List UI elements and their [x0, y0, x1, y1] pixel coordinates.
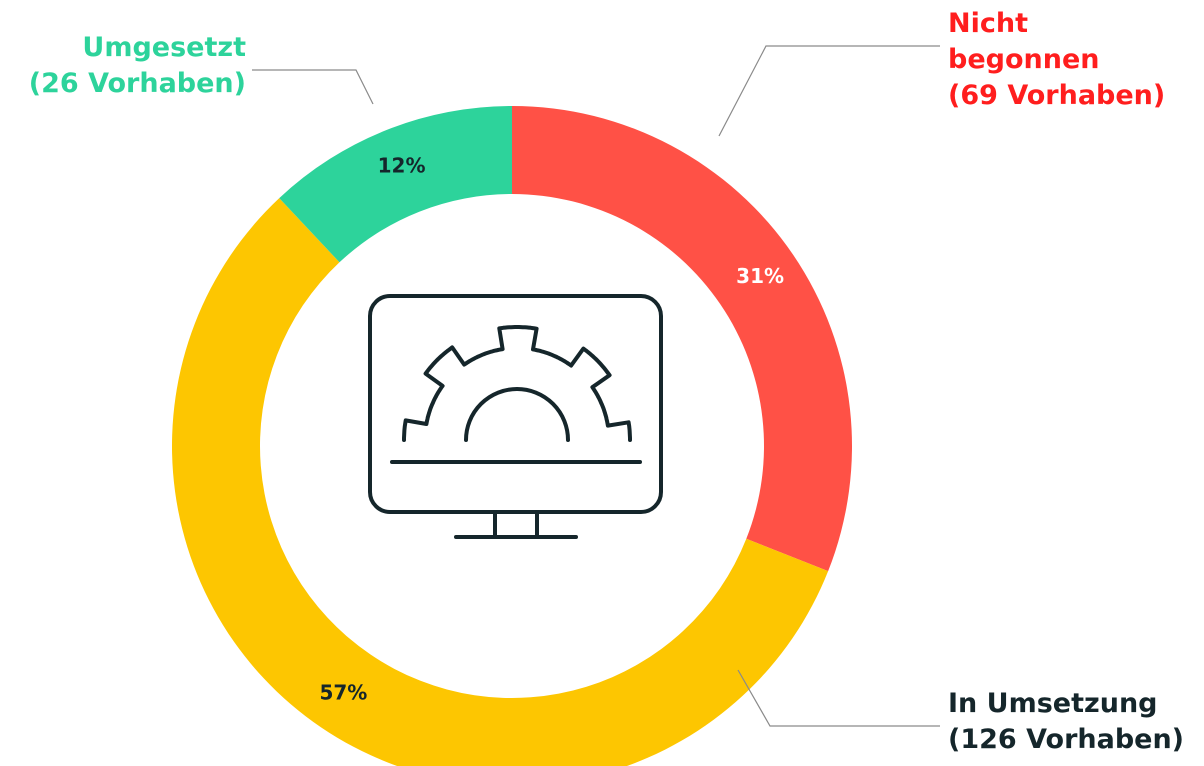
gear [402, 325, 632, 442]
leader-line [252, 69, 374, 105]
category-note: (126 Vorhaben) [948, 724, 1185, 755]
category-note: (26 Vorhaben) [28, 68, 246, 99]
value-label: 12% [378, 154, 426, 178]
leader-line [737, 669, 940, 727]
value-labels: 31% 57% 12% [319, 154, 784, 705]
category-note: (69 Vorhaben) [948, 80, 1166, 111]
leader-line [718, 45, 940, 137]
slice-label: Umgesetzt (26 Vorhaben) [0, 30, 246, 102]
category-name: Nicht begonnen [948, 8, 1100, 75]
value-label: 57% [319, 681, 367, 705]
slice-label: In Umsetzung (126 Vorhaben) [948, 686, 1204, 758]
monitor-icon [368, 294, 663, 539]
slices [172, 106, 852, 766]
screen [368, 294, 663, 514]
slice [279, 106, 512, 263]
category-name: Umgesetzt [82, 32, 246, 63]
gear-hub [464, 387, 570, 442]
value-label: 31% [736, 264, 784, 288]
slice [512, 106, 852, 572]
slice [172, 198, 829, 766]
slice-label: Nicht begonnen (69 Vorhaben) [948, 6, 1166, 114]
category-name: In Umsetzung [948, 688, 1158, 719]
leader-lines [252, 45, 940, 727]
